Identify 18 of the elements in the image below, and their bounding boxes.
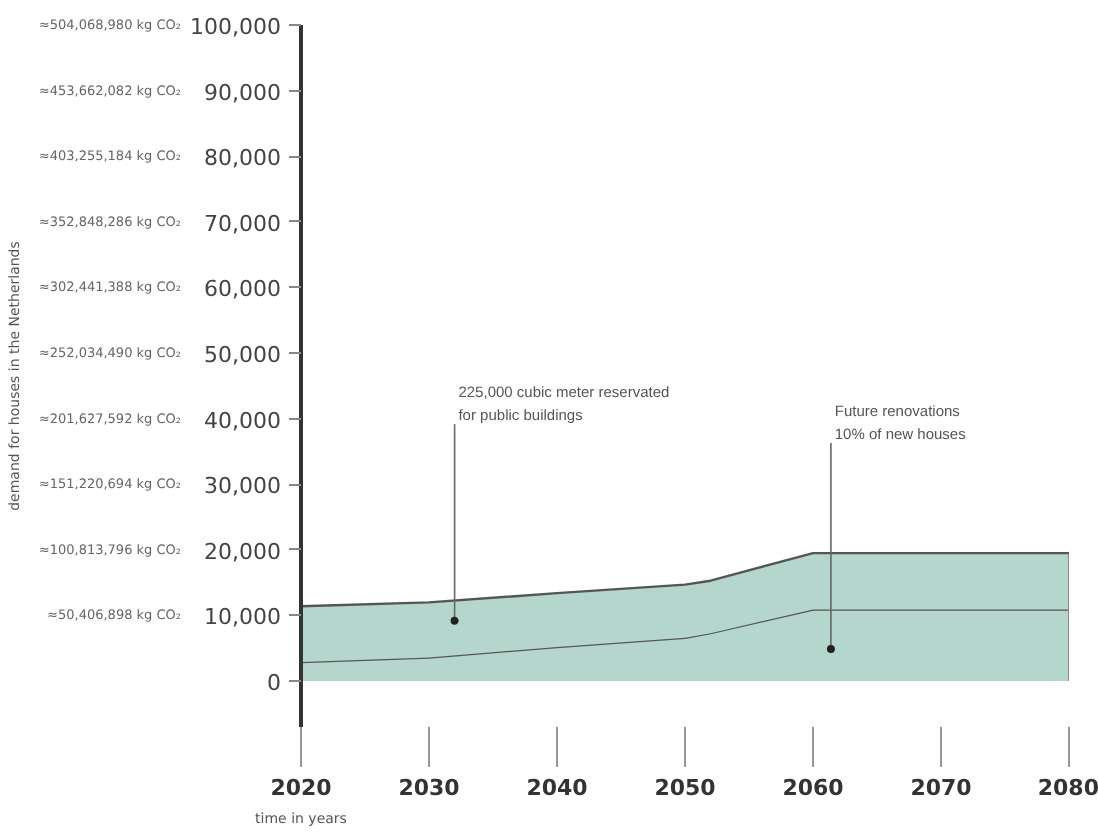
y-tick-label: 100,000 xyxy=(190,14,282,40)
x-tick-label: 2020 xyxy=(270,775,333,801)
y-tick-label: 70,000 xyxy=(204,210,282,237)
y-tick-label: 0 xyxy=(267,670,281,697)
y-tick-label: 60,000 xyxy=(204,276,282,303)
x-tick-label: 2040 xyxy=(526,775,589,801)
y-tick-label: 80,000 xyxy=(204,145,282,172)
x-tick-label: 2050 xyxy=(654,775,717,801)
y-tick-label: 50,000 xyxy=(204,342,282,369)
x-tick-label: 2030 xyxy=(398,775,461,801)
y-tick-label: 10,000 xyxy=(204,604,282,631)
y-tick-label: 40,000 xyxy=(204,407,282,434)
y-tick-label: 20,000 xyxy=(204,538,282,565)
y-tick-label: 30,000 xyxy=(204,473,282,500)
x-tick-label: 2080 xyxy=(1037,775,1098,801)
y-tick-label: 90,000 xyxy=(204,79,282,106)
x-tick-label: 2060 xyxy=(782,775,845,801)
x-tick-label: 2070 xyxy=(910,775,973,801)
